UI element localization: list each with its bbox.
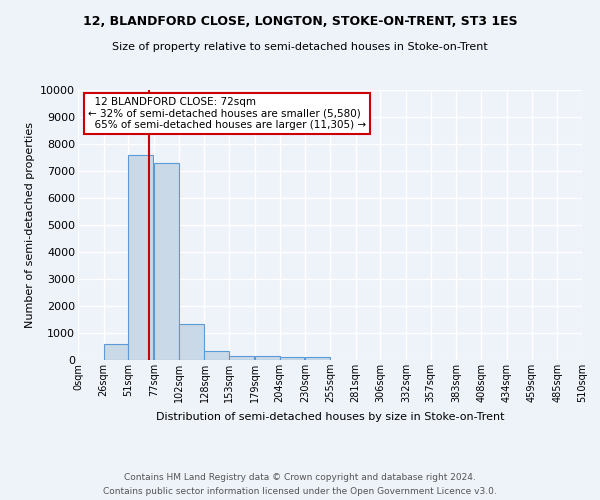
Text: 12, BLANDFORD CLOSE, LONGTON, STOKE-ON-TRENT, ST3 1ES: 12, BLANDFORD CLOSE, LONGTON, STOKE-ON-T… — [83, 15, 517, 28]
Bar — [154, 163, 179, 360]
Bar — [128, 155, 153, 360]
Text: 12 BLANDFORD CLOSE: 72sqm
← 32% of semi-detached houses are smaller (5,580)
  65: 12 BLANDFORD CLOSE: 72sqm ← 32% of semi-… — [88, 97, 366, 130]
Text: Contains HM Land Registry data © Crown copyright and database right 2024.: Contains HM Land Registry data © Crown c… — [124, 472, 476, 482]
Y-axis label: Number of semi-detached properties: Number of semi-detached properties — [25, 122, 35, 328]
Text: Contains public sector information licensed under the Open Government Licence v3: Contains public sector information licen… — [103, 488, 497, 496]
Text: Distribution of semi-detached houses by size in Stoke-on-Trent: Distribution of semi-detached houses by … — [156, 412, 504, 422]
Bar — [205, 351, 229, 360]
Bar — [305, 358, 330, 360]
Text: Size of property relative to semi-detached houses in Stoke-on-Trent: Size of property relative to semi-detach… — [112, 42, 488, 52]
Bar — [280, 358, 304, 360]
Bar — [255, 356, 280, 360]
Bar — [104, 344, 128, 360]
Bar — [229, 356, 254, 360]
Bar — [179, 324, 203, 360]
